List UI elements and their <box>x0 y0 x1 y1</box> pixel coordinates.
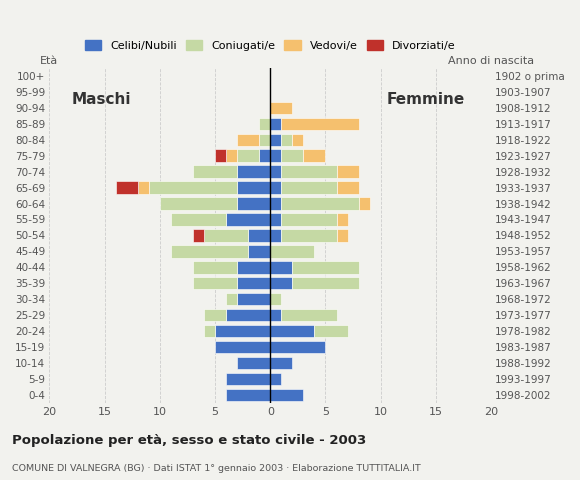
Bar <box>270 309 281 321</box>
Bar <box>226 389 270 401</box>
Bar <box>237 149 259 162</box>
Bar <box>226 372 270 385</box>
Bar <box>193 229 204 241</box>
Bar <box>270 149 281 162</box>
Bar <box>270 213 281 226</box>
Legend: Celibi/Nubili, Coniugati/e, Vedovi/e, Divorziati/e: Celibi/Nubili, Coniugati/e, Vedovi/e, Di… <box>85 40 456 51</box>
Bar <box>215 325 270 337</box>
Text: Maschi: Maschi <box>71 92 131 108</box>
Bar <box>270 357 292 369</box>
Bar <box>270 245 314 258</box>
Bar <box>237 277 270 289</box>
Bar <box>270 389 303 401</box>
Bar <box>270 293 281 305</box>
Bar <box>270 166 281 178</box>
Bar <box>336 181 358 194</box>
Bar <box>281 181 336 194</box>
Bar <box>237 357 270 369</box>
Bar <box>336 229 347 241</box>
Bar <box>292 133 303 146</box>
Bar <box>171 213 226 226</box>
Bar <box>281 166 336 178</box>
Bar <box>193 166 237 178</box>
Bar <box>336 213 347 226</box>
Bar <box>303 149 325 162</box>
Bar <box>204 229 248 241</box>
Bar <box>292 261 358 274</box>
Bar <box>115 181 138 194</box>
Text: Anno di nascita: Anno di nascita <box>448 57 534 66</box>
Bar <box>237 293 270 305</box>
Bar <box>138 181 149 194</box>
Bar <box>215 149 226 162</box>
Bar <box>259 149 270 162</box>
Bar <box>226 293 237 305</box>
Bar <box>314 325 347 337</box>
Bar <box>281 309 336 321</box>
Bar <box>193 277 237 289</box>
Bar <box>270 261 292 274</box>
Bar <box>193 261 237 274</box>
Bar <box>160 197 237 210</box>
Bar <box>226 213 270 226</box>
Bar <box>270 197 281 210</box>
Text: COMUNE DI VALNEGRA (BG) · Dati ISTAT 1° gennaio 2003 · Elaborazione TUTTITALIA.I: COMUNE DI VALNEGRA (BG) · Dati ISTAT 1° … <box>12 464 420 473</box>
Bar <box>259 133 270 146</box>
Bar <box>270 372 281 385</box>
Bar <box>226 149 237 162</box>
Bar <box>336 166 358 178</box>
Bar <box>292 277 358 289</box>
Bar <box>358 197 369 210</box>
Text: Femmine: Femmine <box>386 92 465 108</box>
Bar <box>204 325 215 337</box>
Bar <box>270 325 314 337</box>
Bar <box>281 229 336 241</box>
Bar <box>237 133 259 146</box>
Bar <box>149 181 237 194</box>
Bar <box>237 261 270 274</box>
Bar <box>270 181 281 194</box>
Bar <box>281 149 303 162</box>
Bar <box>259 118 270 130</box>
Bar <box>270 118 281 130</box>
Bar <box>270 133 281 146</box>
Bar <box>237 181 270 194</box>
Bar <box>281 118 358 130</box>
Bar <box>281 133 292 146</box>
Bar <box>215 341 270 353</box>
Text: Età: Età <box>40 57 59 66</box>
Bar <box>270 102 292 114</box>
Bar <box>248 229 270 241</box>
Bar <box>270 229 281 241</box>
Bar <box>248 245 270 258</box>
Bar <box>237 197 270 210</box>
Bar <box>281 213 336 226</box>
Bar <box>281 197 358 210</box>
Bar <box>226 309 270 321</box>
Text: Popolazione per età, sesso e stato civile - 2003: Popolazione per età, sesso e stato civil… <box>12 434 366 447</box>
Bar <box>270 341 325 353</box>
Bar <box>237 166 270 178</box>
Bar <box>270 277 292 289</box>
Bar <box>204 309 226 321</box>
Bar <box>171 245 248 258</box>
